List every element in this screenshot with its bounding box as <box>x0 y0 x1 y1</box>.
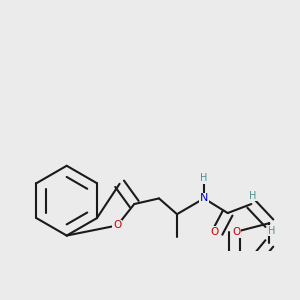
Text: H: H <box>268 226 276 236</box>
Text: O: O <box>113 220 122 230</box>
Text: H: H <box>200 173 208 183</box>
Text: O: O <box>210 227 218 237</box>
Text: O: O <box>232 227 240 237</box>
Text: N: N <box>200 194 208 203</box>
Text: H: H <box>249 190 257 201</box>
